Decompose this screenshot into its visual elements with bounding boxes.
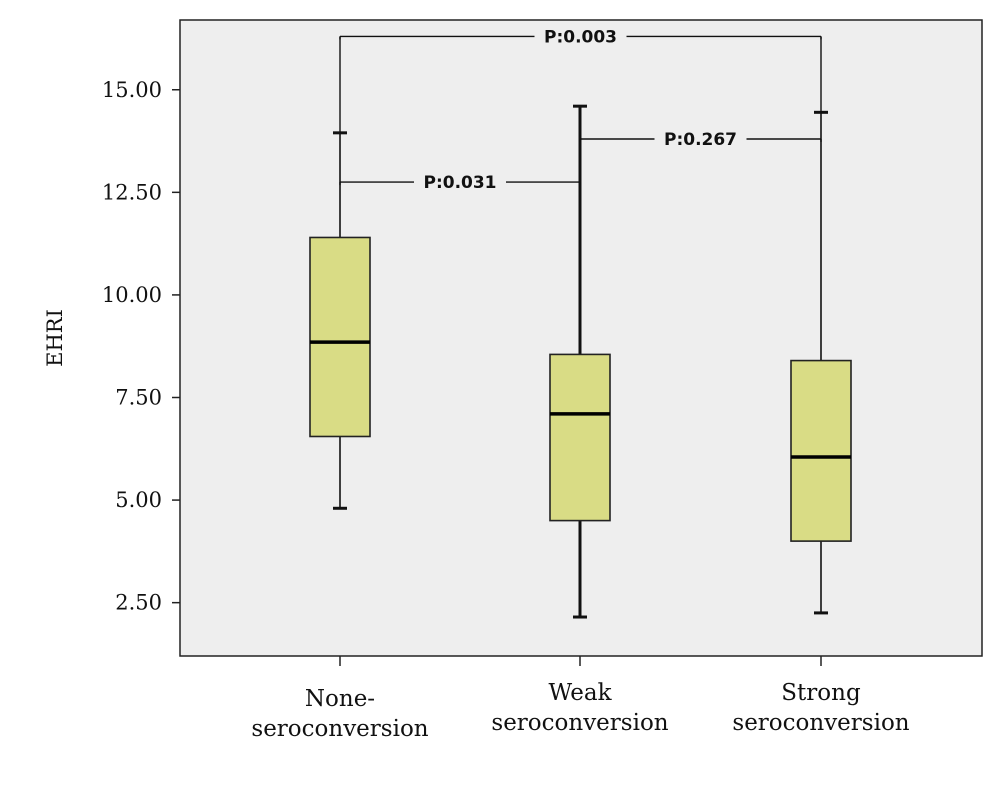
box-iqr xyxy=(309,236,371,438)
y-tick-label: 5.00 xyxy=(115,488,162,512)
comparison-bracket: P:0.267 xyxy=(579,130,822,150)
box-1 xyxy=(309,131,371,510)
box-iqr xyxy=(549,353,611,522)
category-label: seroconversion xyxy=(251,716,428,742)
x-axis: None-seroconversion Weak seroconversion Str… xyxy=(251,656,910,742)
y-axis: 2.50 5.00 7.50 10.00 12.50 15.00 xyxy=(102,78,180,615)
category-label: Strong xyxy=(781,680,861,706)
category-label: seroconversion xyxy=(732,710,909,736)
y-tick-label: 15.00 xyxy=(102,78,162,102)
box-3 xyxy=(790,110,852,615)
category-label: seroconversion xyxy=(491,710,668,736)
box-iqr xyxy=(790,359,852,542)
p-value-label: P:0.031 xyxy=(423,173,496,193)
box-2 xyxy=(549,104,611,619)
y-tick-label: 10.00 xyxy=(102,283,162,307)
y-tick-label: 2.50 xyxy=(115,591,162,615)
category-label: None- xyxy=(305,686,375,712)
p-value-label: P:0.267 xyxy=(664,130,737,150)
comparison-brackets: P:0.003 P:0.267 P:0.031 xyxy=(339,27,822,193)
comparison-bracket: P:0.003 xyxy=(339,27,822,47)
y-tick-label: 7.50 xyxy=(115,385,162,409)
category-label: Weak xyxy=(548,680,612,706)
y-tick-label: 12.50 xyxy=(102,180,162,204)
y-axis-title: EHRI xyxy=(43,309,67,367)
comparison-bracket: P:0.031 xyxy=(339,173,581,193)
boxes xyxy=(309,104,852,619)
p-value-label: P:0.003 xyxy=(544,27,617,47)
